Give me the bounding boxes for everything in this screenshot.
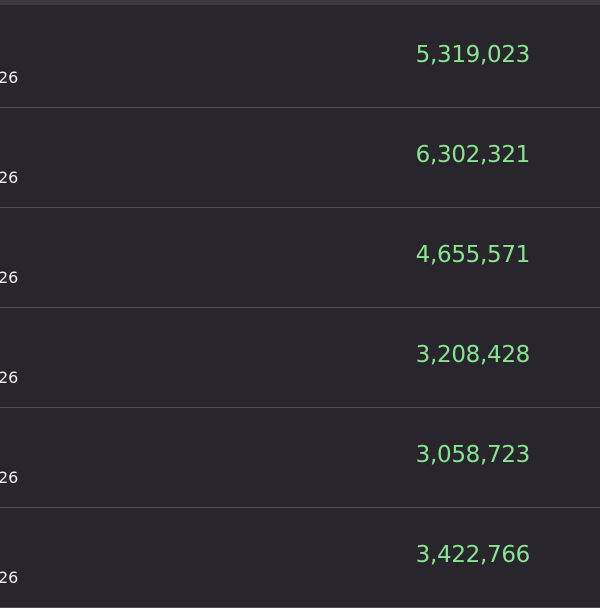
list-item[interactable]: 26 3,422,766 [0, 508, 600, 608]
row-label: 26 [0, 168, 19, 187]
list-item[interactable]: 26 4,655,571 [0, 208, 600, 308]
row-label: 26 [0, 368, 19, 387]
list-item[interactable]: 26 5,319,023 [0, 8, 600, 108]
list-item[interactable]: 26 6,302,321 [0, 108, 600, 208]
row-value: 3,208,428 [415, 342, 531, 368]
row-value: 3,422,766 [415, 542, 531, 568]
row-label: 26 [0, 68, 19, 87]
row-value: 3,058,723 [415, 442, 531, 468]
row-value: 4,655,571 [415, 242, 531, 268]
row-label: 26 [0, 468, 19, 487]
row-value: 6,302,321 [415, 142, 531, 168]
row-label: 26 [0, 268, 19, 287]
top-bar [0, 0, 600, 5]
list-item[interactable]: 26 3,058,723 [0, 408, 600, 508]
row-value: 5,319,023 [415, 42, 531, 68]
row-label: 26 [0, 568, 19, 587]
list-item[interactable]: 26 3,208,428 [0, 308, 600, 408]
